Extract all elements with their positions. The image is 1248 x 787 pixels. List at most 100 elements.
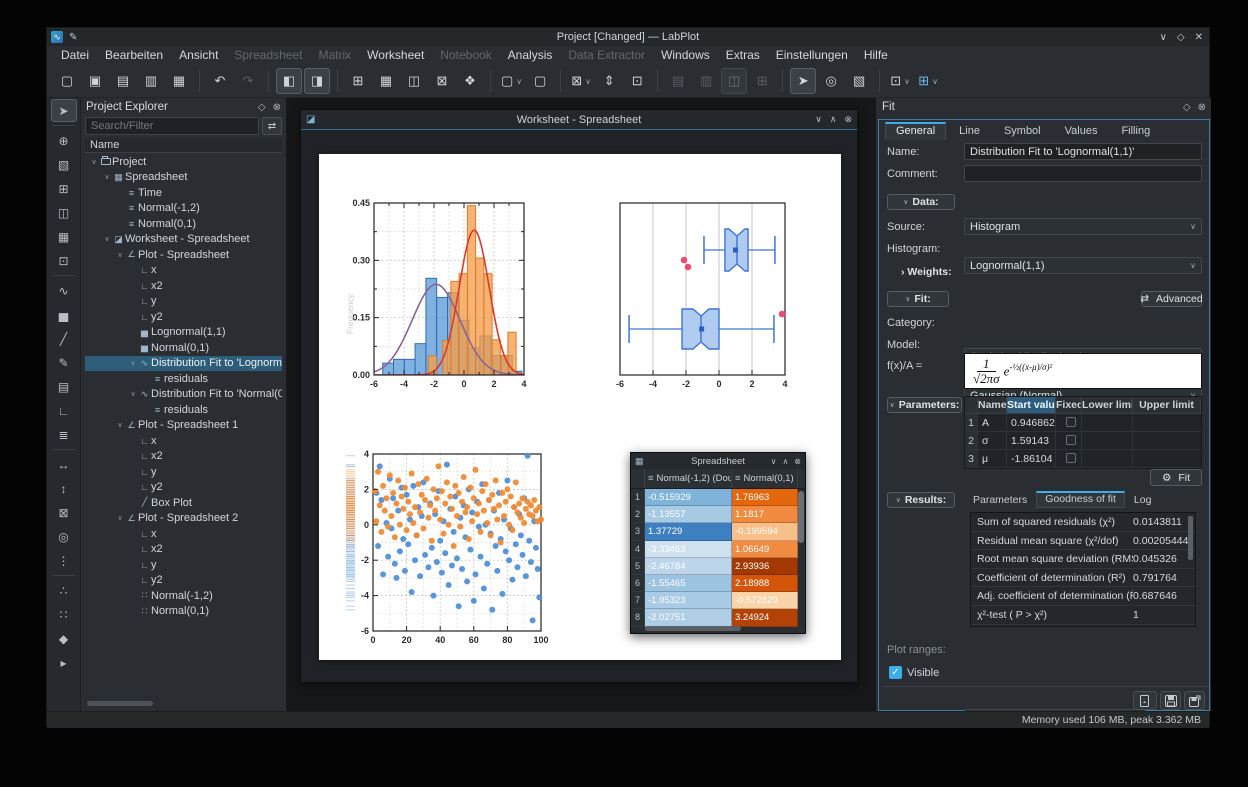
upper-limit-cell[interactable] — [1133, 450, 1201, 467]
results-tab-log[interactable]: Log — [1133, 494, 1152, 506]
tree-item-residuals[interactable]: ≡ residuals — [85, 371, 282, 387]
select-mode-button[interactable]: ➤ — [790, 68, 817, 94]
histogram-combobox[interactable]: Lognormal(1,1) ∨ — [964, 257, 1202, 274]
row-number[interactable]: 5 — [631, 557, 645, 575]
save-as-button[interactable] — [1184, 691, 1205, 710]
add-axis-button[interactable]: ∟ — [51, 399, 77, 422]
add-histogram-button[interactable]: ▅ — [51, 303, 77, 326]
run-fit-button[interactable]: ⚙ Fit — [1150, 469, 1202, 486]
tree-item-x[interactable]: ∟ x — [85, 526, 282, 542]
visible-checkbox[interactable]: ✓ — [889, 666, 902, 679]
add-plot-single-button[interactable]: ⊞ — [51, 177, 77, 200]
spreadsheet-cell[interactable]: -1.95323 — [645, 592, 732, 610]
expand-arrow-icon[interactable]: ∨ — [91, 158, 97, 166]
restore-window-icon[interactable]: ◇ — [1176, 31, 1185, 43]
spreadsheet-vertical-scrollbar[interactable] — [798, 491, 804, 543]
tree-item-normal-0-1[interactable]: ∷ Normal(0,1) — [85, 604, 282, 620]
tree-item-x[interactable]: ∟ x — [85, 433, 282, 449]
add-text-label-button[interactable]: ✎ — [51, 351, 77, 374]
scatter-style-1-button[interactable]: ∴ — [51, 579, 77, 602]
zoom-mode-button[interactable]: ⊠ ∨ — [571, 73, 592, 88]
tree-item-normal-1-2[interactable]: ≡ Normal(-1,2) — [85, 201, 282, 217]
add-image-button[interactable]: ▤ — [51, 375, 77, 398]
tree-item-residuals[interactable]: ≡ residuals — [85, 402, 282, 418]
lower-limit-cell[interactable] — [1082, 414, 1133, 431]
export-worksheet-button[interactable]: ⊡ — [624, 68, 650, 94]
tree-item-time[interactable]: ≡ Time — [85, 185, 282, 201]
spreadsheet-cell[interactable]: 2.18988 — [732, 575, 798, 593]
expand-arrow-icon[interactable]: ∨ — [130, 360, 136, 368]
tab-filling[interactable]: Filling — [1121, 125, 1151, 137]
tree-column-header[interactable]: Name — [85, 138, 282, 153]
fixed-checkbox[interactable] — [1065, 453, 1076, 463]
fixed-checkbox[interactable] — [1065, 435, 1076, 445]
tree-item-y2[interactable]: ∟ y2 — [85, 480, 282, 496]
source-combobox[interactable]: Histogram ∨ — [964, 218, 1202, 235]
tree-item-distribution-fit-to-normal-0-1[interactable]: ∨ ∿Distribution Fit to 'Normal(0,1)' — [85, 387, 282, 403]
expand-arrow-icon[interactable]: ∨ — [117, 251, 123, 259]
search-input[interactable] — [85, 117, 259, 135]
weights-section-button[interactable]: › Weights: — [901, 266, 952, 278]
expand-arrow-icon[interactable]: ∨ — [130, 391, 136, 399]
tab-values[interactable]: Values — [1064, 125, 1098, 137]
tree-item-x2[interactable]: ∟ x2 — [85, 542, 282, 558]
lower-limit-cell[interactable] — [1082, 432, 1133, 449]
fixed-checkbox[interactable] — [1065, 417, 1076, 427]
spreadsheet-cell[interactable]: -2.46784 — [645, 557, 732, 575]
worksheet-close-icon[interactable]: ⊗ — [844, 114, 852, 124]
spreadsheet-cell[interactable]: 1.1817 — [732, 506, 798, 524]
close-window-icon[interactable]: ✕ — [1194, 31, 1203, 43]
spreadsheet-window[interactable]: ▦ Spreadsheet ∨ ∧ ⊗ ≡ Normal(-1,2) (Dou ≡ N… — [630, 452, 806, 634]
zoom-select-mode-button[interactable]: ▧ — [846, 68, 872, 94]
undo-button[interactable]: ↶ — [207, 68, 233, 94]
tree-item-distribution-fit-to-lognormal-1-1[interactable]: ∨ ∿Distribution Fit to 'Lognormal(1,1)' — [85, 355, 282, 371]
minimize-window-icon[interactable]: ∨ — [1159, 31, 1167, 43]
tree-item-x2[interactable]: ∟ x2 — [85, 449, 282, 465]
tree-item-lognormal-1-1[interactable]: ▅ Lognormal(1,1) — [85, 325, 282, 341]
worksheet-canvas[interactable]: -6 -4 -2 0 2 4 0.00 0.15 0.30 0.45 Frequency -6 -4 -2… — [319, 154, 841, 660]
edit-title-icon[interactable]: ✎ — [69, 31, 78, 43]
shift-view-button[interactable]: ◎ — [51, 525, 77, 548]
new-project-button[interactable]: ▢ — [54, 68, 80, 94]
recalculate-button[interactable] — [1133, 691, 1157, 710]
toggle-properties-explorer-button[interactable]: ◨ — [304, 68, 330, 94]
tab-line[interactable]: Line — [959, 125, 980, 137]
select-tool-button[interactable]: ➤ — [50, 99, 77, 122]
results-section-button[interactable]: ∨ Results: — [887, 492, 955, 508]
add-plot-template-button[interactable]: ⊡ — [51, 249, 77, 272]
parameter-row[interactable]: 3 μ -1.86104 — [965, 450, 1201, 468]
toggle-project-explorer-button[interactable]: ◧ — [276, 68, 302, 94]
float-dock-icon[interactable]: ◇ — [257, 101, 266, 113]
scatter-style-2-button[interactable]: ∷ — [51, 603, 77, 626]
tab-general[interactable]: General — [885, 122, 947, 140]
crosshair-tool-button[interactable]: ⊕ — [51, 129, 77, 152]
explorer-horizontal-scrollbar[interactable] — [87, 701, 153, 706]
row-number[interactable]: 4 — [631, 540, 645, 558]
save-project-button[interactable]: ▤ — [110, 68, 136, 94]
close-dock-icon[interactable]: ⊗ — [1197, 101, 1206, 113]
new-folder-button[interactable]: ▢ — [527, 68, 553, 94]
close-dock-icon[interactable]: ⊗ — [272, 101, 281, 113]
print-preview-button[interactable]: ▦ — [166, 68, 192, 94]
tree-item-worksheet-spreadsheet[interactable]: ∨ ◪ Worksheet - Spreadsheet — [85, 232, 282, 248]
tree-item-plot-spreadsheet-2[interactable]: ∨ ∠ Plot - Spreadsheet 2 — [85, 511, 282, 527]
upper-limit-cell[interactable] — [1133, 414, 1201, 431]
expand-arrow-icon[interactable]: ∨ — [117, 422, 123, 430]
row-number[interactable]: 7 — [631, 592, 645, 610]
menu-analysis[interactable]: Analysis — [507, 48, 553, 62]
spreadsheet-cell[interactable]: -1.55465 — [645, 575, 732, 593]
float-dock-icon[interactable]: ◇ — [1182, 101, 1191, 113]
spreadsheet-cell[interactable]: 1.06649 — [732, 540, 798, 558]
spreadsheet-cell[interactable]: 1.76963 — [732, 489, 798, 507]
tree-item-box-plot[interactable]: ╱ Box Plot — [85, 495, 282, 511]
parameters-section-button[interactable]: ∨ Parameters: — [887, 397, 962, 413]
new-matrix-button[interactable]: ▦ — [373, 68, 399, 94]
new-note-button[interactable]: ❖ — [457, 68, 483, 94]
tree-item-y[interactable]: ∟ y — [85, 294, 282, 310]
results-tab-parameters[interactable]: Parameters — [973, 494, 1028, 506]
row-number[interactable]: 1 — [631, 489, 645, 507]
add-legend-button[interactable]: ≣ — [51, 423, 77, 446]
spreadsheet-cell[interactable]: 3.24924 — [732, 609, 798, 627]
spreadsheet-cell[interactable]: -0.515929 — [645, 489, 732, 507]
tree-item-x[interactable]: ∟ x — [85, 263, 282, 279]
